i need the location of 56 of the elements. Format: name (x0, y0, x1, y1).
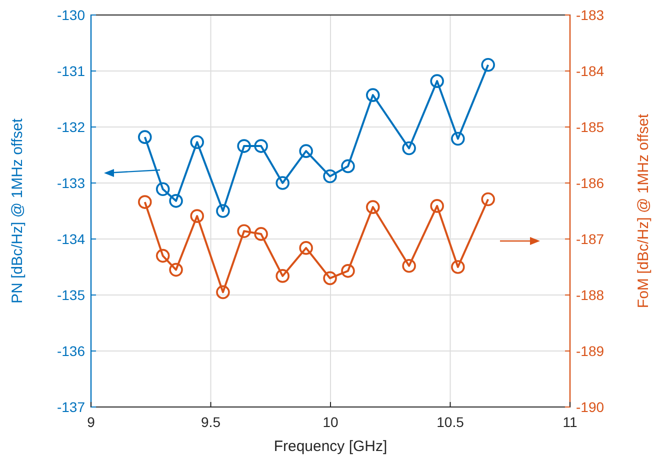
point (299, 241, 313, 255)
point (254, 139, 268, 153)
point (169, 262, 183, 277)
point (138, 195, 152, 209)
y2-tick-label: -187 (576, 231, 604, 247)
point (216, 285, 230, 300)
x-tick-label: 9.5 (201, 414, 221, 430)
y2-tick-label: -188 (576, 287, 604, 303)
y-tick-label: -133 (56, 175, 86, 191)
y2-axis-title: FoM [dBc/Hz] @ 1MHz offset (635, 113, 652, 308)
y-tick-label: -132 (56, 119, 86, 135)
point (451, 260, 465, 274)
point (138, 130, 152, 144)
y-axis-title: PN [dBc/Hz] @ 1MHz offset (9, 118, 26, 304)
y2-tick-label: -189 (576, 343, 604, 359)
point (254, 227, 268, 241)
point (156, 182, 170, 196)
point (323, 169, 337, 184)
y-tick-label: -130 (56, 7, 86, 23)
y2-tick-label: -183 (576, 7, 604, 23)
x-axis-title: Frequency [GHz] (274, 438, 388, 455)
point (237, 224, 251, 238)
point (276, 176, 290, 190)
x-tick-label: 10.5 (436, 414, 464, 430)
point (402, 258, 416, 273)
point (341, 264, 355, 278)
x-tick-label: 11 (562, 414, 578, 430)
point (430, 199, 444, 213)
point (299, 144, 313, 158)
x-tick-label: 9 (87, 414, 96, 430)
point (190, 135, 204, 150)
y2-tick-label: -185 (576, 119, 604, 135)
y2-tick-label: -186 (576, 175, 604, 191)
point (237, 139, 251, 153)
point (481, 192, 495, 206)
y2-tick-label: -184 (576, 63, 604, 79)
point (402, 141, 416, 156)
point (451, 132, 465, 146)
x-tick-label: 10 (322, 414, 338, 430)
point (481, 58, 495, 72)
y-tick-label: -134 (56, 231, 86, 247)
point (276, 269, 290, 283)
point (169, 194, 183, 208)
point (156, 248, 170, 263)
point (190, 209, 204, 223)
y-tick-label: -137 (56, 399, 86, 415)
y-tick-label: -136 (56, 343, 86, 359)
point (430, 74, 444, 88)
point (216, 204, 230, 218)
point (341, 159, 355, 174)
y-tick-label: -135 (56, 287, 86, 303)
y-tick-label: -131 (56, 63, 86, 79)
point (323, 271, 337, 286)
y2-tick-label: -190 (576, 399, 604, 415)
point (366, 88, 380, 102)
point (366, 200, 380, 214)
